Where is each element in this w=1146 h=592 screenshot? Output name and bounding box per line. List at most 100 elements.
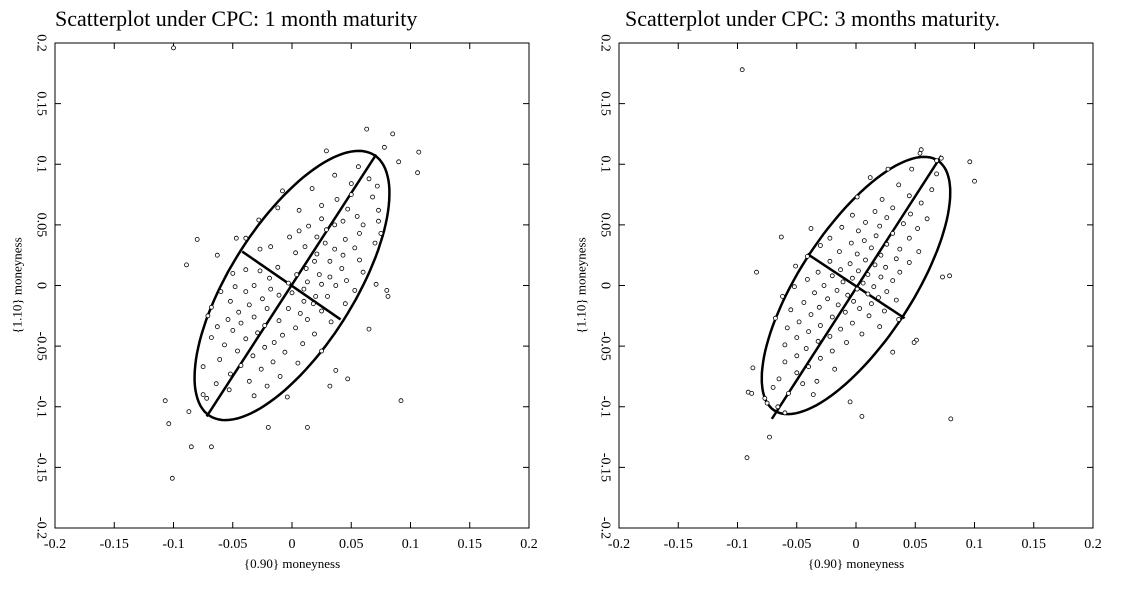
- scatter-point: [243, 336, 249, 342]
- scatter-point: [276, 292, 282, 298]
- scatter-point: [854, 194, 860, 200]
- scatter-point: [384, 287, 390, 293]
- scatter-point: [924, 216, 930, 222]
- scatter-point: [236, 309, 242, 315]
- scatter-point: [327, 383, 333, 389]
- scatter-point: [214, 252, 220, 258]
- scatter-point: [845, 292, 851, 298]
- scatter-point: [897, 246, 903, 252]
- scatter-point: [314, 251, 320, 257]
- scatter-point: [271, 340, 277, 345]
- scatter-point: [332, 172, 338, 178]
- y-tick-label: 0: [34, 282, 49, 289]
- scatter-point: [208, 444, 214, 450]
- scatter-point: [348, 192, 354, 198]
- scatter-point: [310, 301, 316, 307]
- scatter-point: [844, 340, 849, 345]
- scatter-point: [327, 258, 333, 264]
- scatter-point: [294, 272, 300, 278]
- scatter-point: [208, 304, 214, 310]
- y-axis-label: {1.10} moneyness: [10, 237, 25, 333]
- scatter-point: [749, 390, 755, 396]
- chart-panel-1-month: Scatterplot under CPC: 1 month maturity …: [10, 6, 538, 571]
- scatter-point: [293, 325, 299, 331]
- scatter-point: [871, 284, 877, 290]
- scatter-point: [267, 275, 272, 281]
- scatter-point: [226, 387, 232, 393]
- x-tick-label: 0.05: [339, 537, 364, 552]
- scatter-point: [916, 249, 922, 255]
- scatter-point: [327, 274, 333, 280]
- scatter-point: [302, 244, 308, 250]
- x-tick-label: -0.2: [608, 537, 630, 552]
- scatter-point: [280, 332, 285, 338]
- scatter-point: [772, 315, 778, 321]
- scatter-point: [784, 325, 790, 331]
- scatter-point: [376, 218, 381, 224]
- x-tick-label: 0: [289, 537, 296, 552]
- scatter-point: [184, 262, 189, 268]
- scatter-point: [897, 269, 903, 275]
- scatter-point: [778, 234, 784, 240]
- scatter-point: [839, 224, 845, 230]
- scatter-point: [345, 206, 351, 212]
- scatter-point: [896, 317, 902, 322]
- scatter-point: [857, 306, 863, 311]
- scatter-point: [893, 256, 899, 262]
- scatter-point: [808, 226, 814, 231]
- scatter-point: [314, 234, 320, 240]
- scatter-point: [169, 475, 175, 481]
- y-axis-label: {1.10} moneyness: [574, 237, 589, 333]
- scatter-point: [917, 150, 923, 156]
- scatter-point: [801, 300, 807, 305]
- scatter-point: [786, 390, 791, 396]
- scatter-point: [257, 268, 263, 274]
- scatter-point: [275, 205, 281, 211]
- scatter-point: [268, 286, 274, 292]
- scatter-point: [883, 264, 889, 270]
- scatter-point: [289, 290, 295, 296]
- principal-axis-minor: [241, 250, 342, 321]
- scatter-point: [366, 326, 372, 332]
- scatter-point: [884, 215, 890, 221]
- scatter-point: [297, 310, 303, 316]
- scatter-point: [381, 144, 387, 150]
- scatter-point: [872, 209, 878, 214]
- y-tick-label: -0.15: [598, 453, 613, 482]
- scatter-point: [275, 264, 281, 270]
- x-tick-label: 0.2: [520, 537, 538, 552]
- scatter-point: [309, 186, 315, 191]
- scatter-point: [840, 279, 846, 285]
- scatter-point: [873, 233, 879, 239]
- x-tick-label: -0.15: [664, 537, 693, 552]
- scatter-point: [865, 291, 871, 297]
- y-tick-label: -0.15: [34, 453, 49, 482]
- y-tick-label: 0.1: [34, 156, 49, 174]
- scatter-point: [171, 45, 176, 51]
- scatter-point: [265, 424, 271, 430]
- scatter-point: [775, 404, 781, 410]
- scatter-point: [860, 280, 866, 286]
- scatter-point: [319, 308, 325, 314]
- scatter-point: [390, 131, 396, 137]
- scatter-point: [342, 236, 348, 242]
- scatter-point: [296, 207, 302, 213]
- scatter-point: [284, 394, 290, 400]
- scatter-point: [243, 235, 249, 241]
- scatter-point: [815, 338, 821, 344]
- scatter-point: [803, 346, 809, 351]
- scatter-point: [810, 392, 816, 398]
- scatter-point: [258, 366, 264, 372]
- scatter-point: [340, 252, 346, 258]
- scatter-point: [344, 278, 349, 284]
- scatter-point: [319, 216, 325, 222]
- scatter-point: [385, 293, 391, 299]
- scatter-point: [885, 166, 891, 172]
- scatter-point: [354, 213, 360, 219]
- scatter-point: [345, 376, 351, 382]
- principal-axis-minor: [806, 252, 906, 320]
- scatter-point: [162, 398, 168, 404]
- scatterplot-3-months: -0.2-0.2 -0.15 -0.15 -0.1 -0.1 -0.05 -0.05 0 0 0.…: [574, 34, 1102, 571]
- y-tick-label: 0.15: [598, 91, 613, 116]
- scatter-point: [339, 266, 345, 271]
